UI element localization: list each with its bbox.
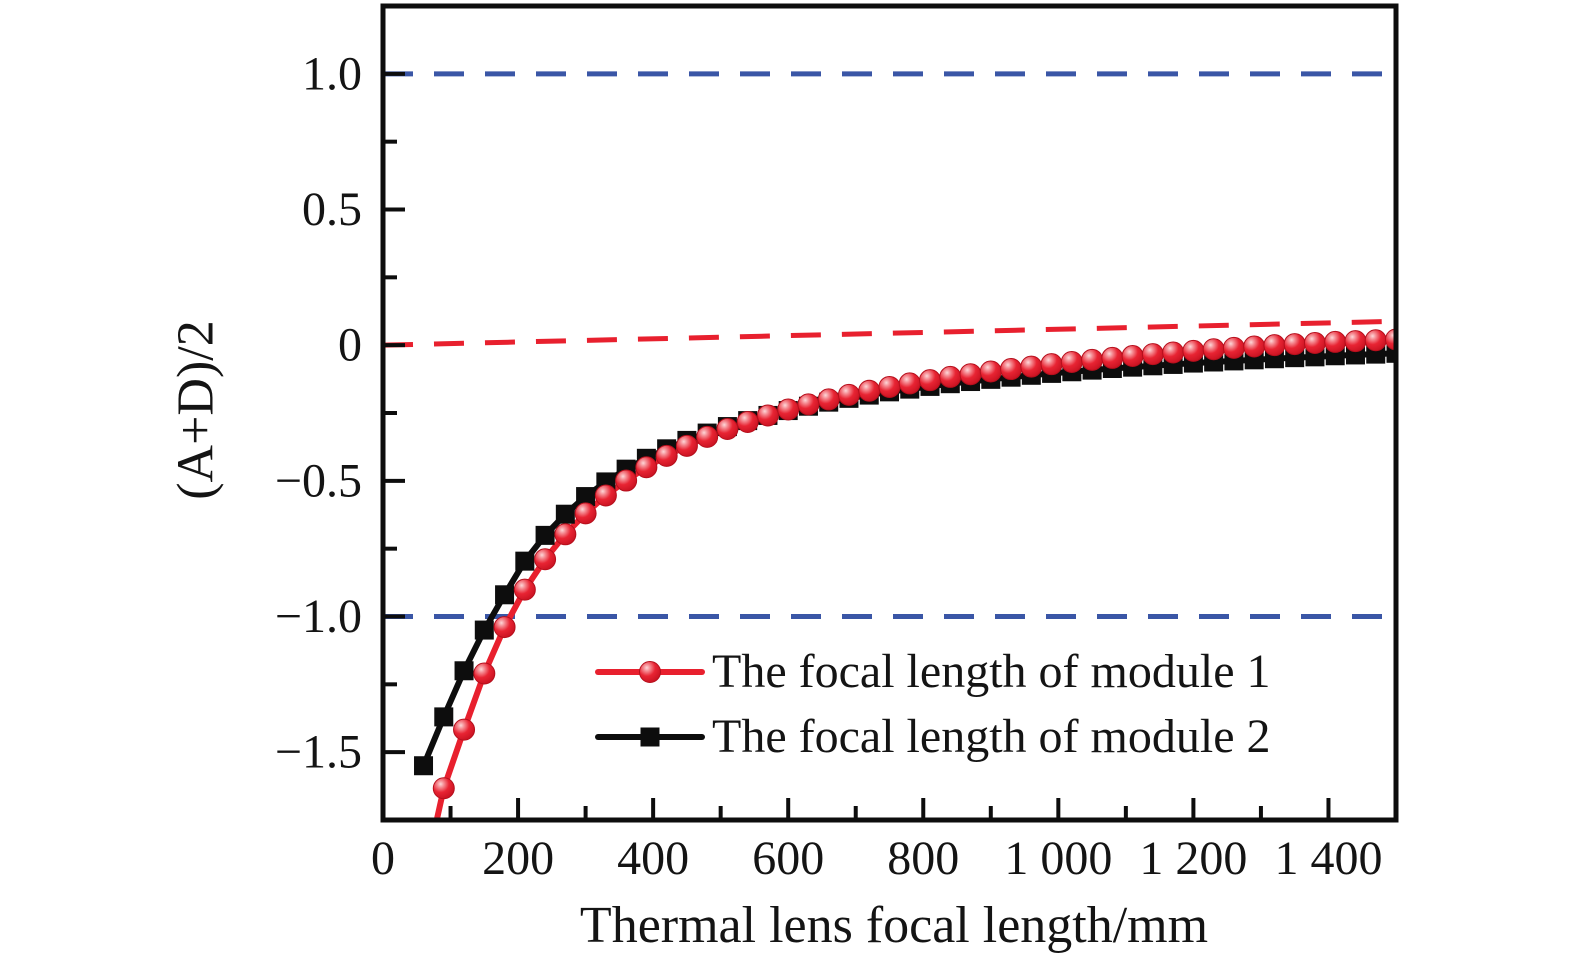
data-point-circle — [1364, 329, 1387, 352]
data-point-circle — [979, 360, 1002, 383]
data-point-circle — [696, 425, 719, 448]
data-point-square — [434, 707, 454, 727]
data-point-circle — [1243, 335, 1266, 358]
data-point-square — [535, 525, 555, 545]
data-point-circle — [1283, 333, 1306, 356]
x-axis-title: Thermal lens focal length/mm — [579, 897, 1209, 954]
data-point-circle — [756, 404, 779, 427]
data-point-circle — [1121, 345, 1144, 368]
data-point-square — [576, 487, 596, 507]
x-tick-label: 400 — [617, 832, 689, 885]
legend-label-module-1: The focal length of module 1 — [712, 645, 1271, 698]
y-tick-label: −0.5 — [275, 454, 362, 507]
x-tick-label: 1 200 — [1139, 832, 1247, 885]
x-tick-label: 200 — [482, 832, 554, 885]
x-tick-label: 600 — [752, 832, 824, 885]
data-point-circle — [473, 662, 496, 685]
data-point-circle — [1020, 355, 1043, 378]
data-point-square — [1386, 343, 1396, 363]
data-point-circle — [1344, 330, 1367, 353]
data-point-circle — [493, 616, 516, 639]
data-point-circle — [858, 379, 881, 402]
y-tick-label: 0 — [338, 319, 362, 372]
legend-label-module-2: The focal length of module 2 — [712, 710, 1271, 763]
data-point-circle — [554, 523, 577, 546]
data-point-circle — [432, 777, 455, 800]
data-point-circle — [817, 388, 840, 411]
data-point-circle — [574, 502, 597, 525]
x-tick-label: 1 400 — [1274, 832, 1382, 885]
data-point-circle — [777, 398, 800, 421]
y-tick-label: −1.5 — [275, 726, 362, 779]
data-point-circle — [716, 418, 739, 441]
data-point-circle — [939, 365, 962, 388]
series-line-2 — [420, 350, 1396, 769]
data-point-circle — [1385, 328, 1396, 351]
data-point-circle — [513, 578, 536, 601]
legend-sample-marker-1 — [639, 661, 661, 683]
data-point-circle — [1060, 350, 1083, 373]
data-point-circle — [1162, 341, 1185, 364]
data-point-circle — [1141, 343, 1164, 366]
data-point-square — [454, 661, 474, 681]
data-point-circle — [797, 393, 820, 416]
data-point-circle — [635, 456, 658, 479]
y-axis-title: (A+D)/2 — [167, 320, 225, 500]
y-tick-label: −1.0 — [275, 590, 362, 643]
legend-sample-marker-2 — [640, 727, 660, 747]
x-tick-label: 1 000 — [1004, 832, 1112, 885]
data-point-square — [474, 620, 494, 640]
data-point-circle — [1222, 336, 1245, 359]
reference-dashed-line-2 — [383, 318, 1396, 348]
data-point-circle — [655, 444, 678, 467]
data-point-circle — [594, 484, 617, 507]
y-tick-label: 1.0 — [302, 47, 362, 100]
data-point-circle — [919, 369, 942, 392]
data-point-circle — [959, 363, 982, 386]
data-point-circle — [1303, 331, 1326, 354]
data-point-square — [414, 756, 434, 776]
data-point-circle — [1101, 346, 1124, 369]
series-line-1 — [433, 336, 1396, 820]
data-point-circle — [1040, 353, 1063, 376]
data-point-circle — [534, 548, 557, 571]
data-point-circle — [1202, 338, 1225, 361]
data-point-circle — [1182, 339, 1205, 362]
data-point-square — [555, 504, 575, 524]
data-point-circle — [1324, 330, 1347, 353]
plot-frame — [380, 3, 1399, 823]
data-point-circle — [898, 372, 921, 395]
x-tick-label: 0 — [371, 832, 395, 885]
data-point-circle — [1000, 358, 1023, 381]
data-point-circle — [615, 469, 638, 492]
y-tick-label: 0.5 — [302, 183, 362, 236]
data-point-square — [495, 585, 515, 605]
data-point-circle — [453, 718, 476, 741]
data-point-circle — [413, 869, 434, 890]
data-point-circle — [675, 434, 698, 457]
x-tick-label: 800 — [887, 832, 959, 885]
data-point-circle — [878, 375, 901, 398]
data-point-circle — [736, 410, 759, 433]
data-point-circle — [1263, 334, 1286, 357]
plot-clip-group — [383, 71, 1396, 890]
data-point-circle — [837, 383, 860, 406]
data-point-circle — [1081, 348, 1104, 371]
data-point-square — [515, 551, 535, 571]
